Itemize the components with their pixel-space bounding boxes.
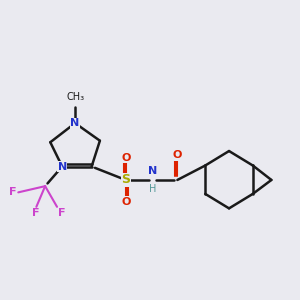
Text: F: F [32, 208, 39, 218]
Text: CH₃: CH₃ [66, 92, 84, 103]
Text: N: N [58, 161, 67, 172]
Text: O: O [121, 153, 130, 163]
Text: F: F [58, 208, 66, 218]
Text: O: O [173, 150, 182, 160]
Text: H: H [149, 184, 156, 194]
Text: F: F [9, 188, 16, 197]
Text: N: N [70, 118, 80, 128]
Text: N: N [148, 166, 157, 176]
Text: O: O [121, 197, 130, 207]
Text: S: S [121, 173, 130, 187]
